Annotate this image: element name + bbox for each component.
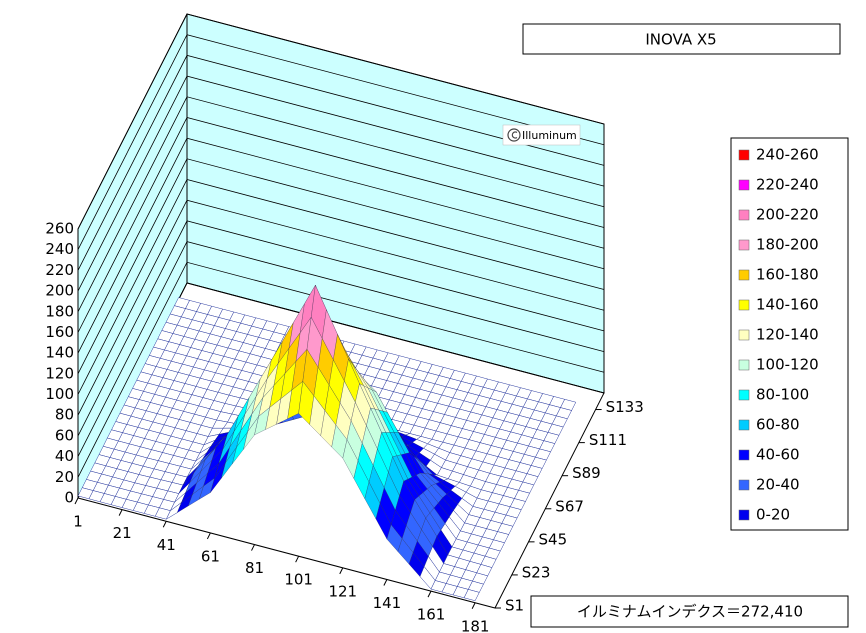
z-tick-label: 60 [55, 426, 74, 444]
legend-swatch [738, 239, 750, 251]
annotation: イルミナムインデクス＝272,410 [577, 603, 803, 621]
x-tick [118, 509, 123, 516]
x-tick-label: 21 [113, 524, 132, 542]
z-tick-label: 100 [45, 385, 74, 403]
annotation-box [530, 595, 849, 628]
legend-label: 180-200 [756, 236, 819, 254]
y-tick-label: S1 [505, 597, 524, 615]
x-tick [471, 602, 476, 609]
x-tick-label: 161 [417, 606, 446, 624]
x-tick [383, 579, 388, 586]
copyright-icon [507, 128, 521, 142]
legend-label: 120-140 [756, 326, 819, 344]
legend-swatch [738, 209, 750, 221]
x-tick-label: 121 [328, 582, 357, 600]
legend-swatch [738, 329, 750, 341]
z-tick-label: 200 [45, 282, 74, 300]
surface-cell [463, 589, 480, 601]
grid-line [77, 179, 605, 395]
legend-swatch [738, 389, 750, 401]
y-tick-label: S111 [589, 431, 627, 449]
z-tick-label: 0 [64, 489, 74, 507]
z-tick-label: 240 [45, 240, 74, 258]
watermark-box [502, 124, 581, 146]
legend-swatch [738, 179, 750, 191]
z-tick-label: 140 [45, 344, 74, 362]
x-tick [206, 532, 211, 540]
z-tick-label: 40 [55, 447, 74, 465]
grid-line [77, 34, 605, 250]
z-tick-label: 220 [45, 261, 74, 279]
grid-line [77, 261, 605, 478]
x-tick-label: 1 [73, 513, 83, 531]
legend-label: 160-180 [756, 266, 819, 284]
legend-swatch [738, 269, 750, 281]
x-tick [339, 567, 344, 575]
legend-swatch [738, 299, 750, 311]
y-tick-label: S67 [555, 497, 584, 515]
legend-label: 100-120 [756, 356, 819, 374]
x-tick-label: 61 [201, 547, 220, 565]
legend-label: 40-60 [756, 446, 800, 464]
chart-title: INOVA X5 [645, 31, 716, 49]
x-tick [251, 544, 255, 551]
legend-label: 220-240 [756, 176, 819, 194]
grid-line [77, 13, 605, 230]
z-tick-label: 80 [55, 406, 74, 424]
legend-label: 140-160 [756, 296, 819, 314]
copyright-icon [511, 131, 518, 139]
y-tick-label: S133 [606, 398, 644, 416]
x-tick [295, 555, 300, 563]
grid-line [77, 96, 605, 312]
y-tick-label: S45 [539, 530, 568, 548]
legend-swatch [738, 359, 750, 371]
legend-swatch [738, 479, 750, 491]
y-tick-label: S23 [522, 563, 551, 581]
grid-line [77, 220, 605, 437]
legend-label: 240-260 [756, 146, 819, 164]
legend-swatch [738, 509, 750, 521]
x-tick [74, 497, 79, 505]
x-tick-label: 181 [461, 617, 490, 633]
grid-line [77, 117, 605, 333]
z-tick-label: 160 [45, 323, 74, 341]
watermark: Illuminum [522, 129, 577, 142]
z-tick-label: 120 [45, 364, 74, 382]
legend-swatch [738, 419, 750, 431]
z-tick-label: 180 [45, 302, 74, 320]
x-tick-label: 101 [284, 571, 313, 589]
x-tick [427, 590, 432, 598]
title-box [522, 23, 841, 55]
legend-label: 80-100 [756, 386, 809, 404]
grid-line [77, 75, 605, 292]
legend-swatch [738, 149, 750, 161]
x-tick-label: 141 [373, 594, 402, 612]
grid-line [77, 241, 605, 457]
legend-label: 0-20 [756, 506, 790, 524]
x-tick-label: 81 [245, 559, 264, 577]
legend-label: 200-220 [756, 206, 819, 224]
y-tick-label: S89 [572, 464, 601, 482]
x-tick-label: 41 [157, 536, 176, 554]
grid-line [77, 137, 605, 354]
grid-line [77, 158, 605, 374]
legend-label: 60-80 [756, 416, 800, 434]
z-tick-label: 20 [55, 468, 74, 486]
grid-line [77, 199, 605, 416]
z-tick-label: 260 [45, 220, 74, 238]
x-tick [162, 521, 167, 528]
plot: 0204060801001201401601802002202402601214… [45, 13, 644, 633]
legend-label: 20-40 [756, 476, 800, 494]
legend-box [730, 137, 849, 531]
legend-swatch [738, 449, 750, 461]
grid-line [77, 54, 605, 271]
